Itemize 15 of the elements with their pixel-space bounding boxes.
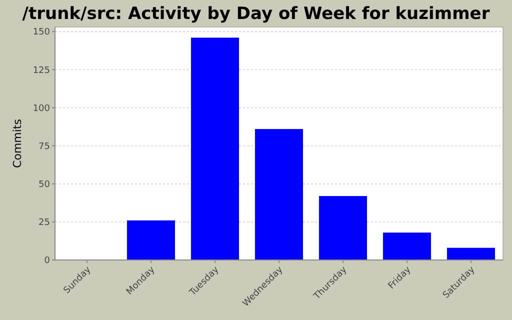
y-tick-label: 0 (44, 256, 50, 266)
bar (127, 220, 175, 260)
y-tick-label: 75 (38, 142, 50, 152)
y-tick-label: 50 (38, 180, 50, 190)
bar (383, 232, 431, 260)
y-tick-label: 100 (32, 104, 50, 114)
y-tick-label: 150 (32, 28, 50, 38)
chart-title: /trunk/src: Activity by Day of Week for kuzimmer (22, 4, 490, 24)
bar (191, 38, 239, 260)
y-tick-label: 125 (32, 66, 50, 76)
y-tick-label: 25 (38, 218, 50, 228)
bar (447, 248, 495, 260)
y-axis-title: Commits (11, 118, 24, 168)
bar (319, 196, 367, 260)
bar (255, 129, 303, 260)
